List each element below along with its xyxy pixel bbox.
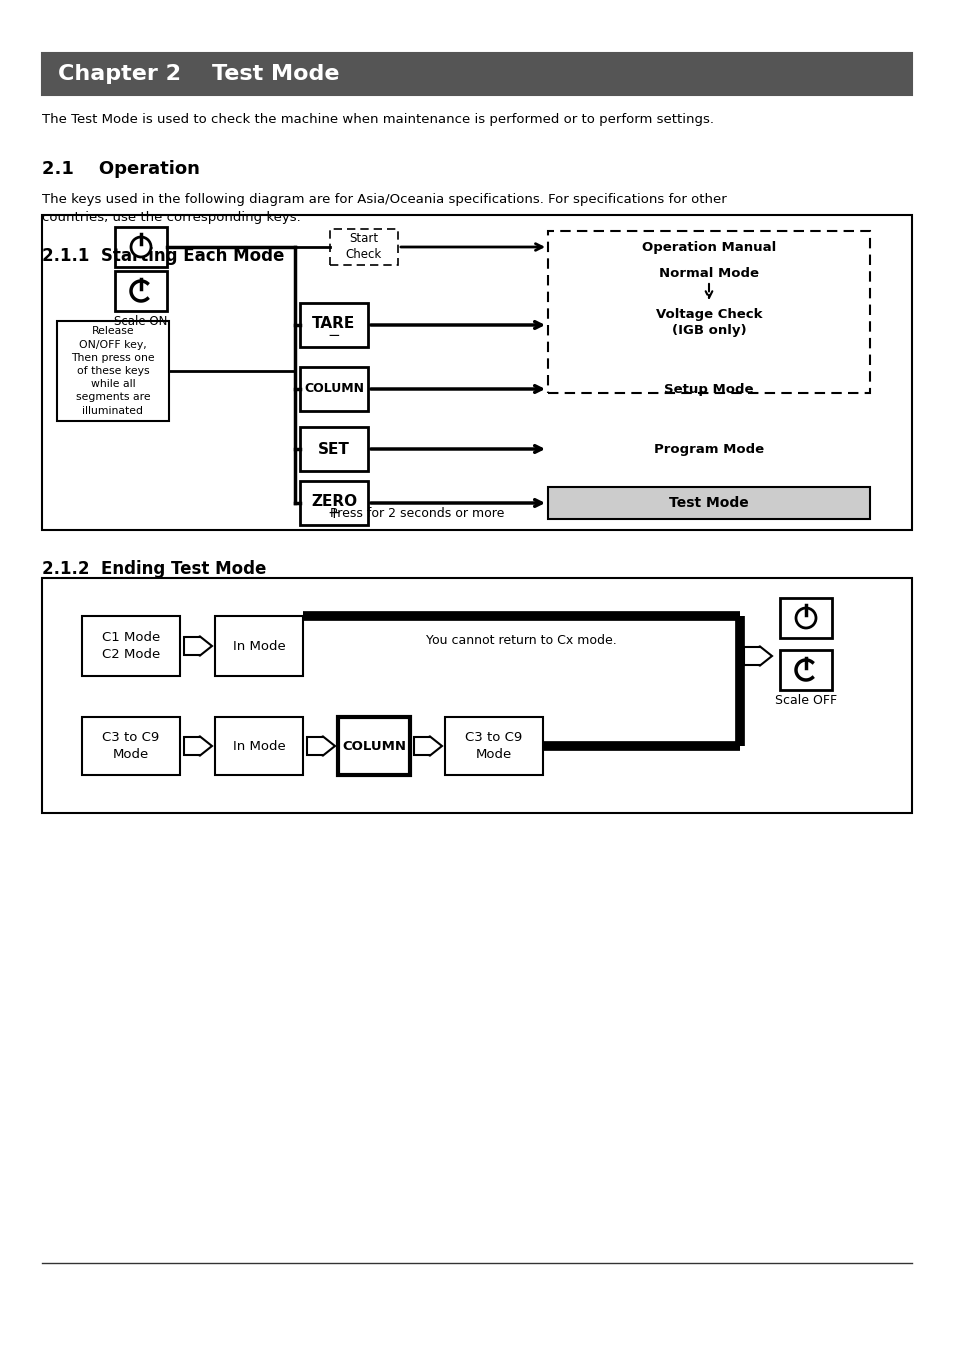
Text: Program Mode: Program Mode	[653, 443, 763, 455]
Text: Release
ON/OFF key,
Then press one
of these keys
while all
segments are
illumina: Release ON/OFF key, Then press one of th…	[71, 327, 154, 416]
Text: TARE: TARE	[312, 316, 355, 331]
Text: Setup Mode: Setup Mode	[663, 382, 753, 396]
Bar	[42, 215, 911, 530]
Text: In Mode: In Mode	[233, 739, 285, 753]
Text: Scale ON: Scale ON	[114, 315, 168, 328]
Text: You cannot return to Cx mode.: You cannot return to Cx mode.	[426, 635, 617, 647]
Text: Normal Mode: Normal Mode	[659, 267, 759, 280]
Bar	[82, 717, 180, 775]
Text: Scale OFF: Scale OFF	[774, 694, 836, 707]
Polygon shape	[743, 646, 771, 666]
Circle shape	[795, 608, 815, 628]
Bar	[42, 53, 911, 95]
Text: The keys used in the following diagram are for Asia/Oceania specifications. For : The keys used in the following diagram a…	[42, 193, 726, 224]
Text: Operation Manual: Operation Manual	[641, 240, 776, 254]
Bar	[330, 230, 397, 265]
Text: COLUMN: COLUMN	[304, 382, 364, 396]
Text: ZERO: ZERO	[311, 493, 356, 508]
Text: C3 to C9
Mode: C3 to C9 Mode	[102, 731, 159, 761]
Text: 2.1    Operation: 2.1 Operation	[42, 159, 200, 178]
Text: In Mode: In Mode	[233, 639, 285, 653]
Bar	[547, 486, 869, 519]
Polygon shape	[184, 636, 212, 657]
Text: Chapter 2    Test Mode: Chapter 2 Test Mode	[58, 63, 339, 84]
Text: Start
Check: Start Check	[346, 232, 382, 262]
Bar	[42, 578, 911, 813]
Bar	[115, 227, 167, 267]
Text: Voltage Check
(IGB only): Voltage Check (IGB only)	[655, 308, 761, 336]
Bar	[299, 303, 368, 347]
Text: 2.1.1  Starting Each Mode: 2.1.1 Starting Each Mode	[42, 247, 284, 265]
Bar	[299, 427, 368, 471]
Polygon shape	[414, 736, 441, 757]
Polygon shape	[307, 736, 335, 757]
Bar	[299, 367, 368, 411]
Bar	[444, 717, 542, 775]
Bar	[115, 272, 167, 311]
Text: −: −	[327, 327, 340, 343]
Text: SET: SET	[317, 442, 350, 457]
Text: C3 to C9
Mode: C3 to C9 Mode	[465, 731, 522, 761]
Bar	[780, 598, 831, 638]
Bar	[82, 616, 180, 676]
Bar	[547, 231, 869, 393]
Text: COLUMN: COLUMN	[341, 739, 406, 753]
Bar	[214, 717, 303, 775]
Text: Press for 2 seconds or more: Press for 2 seconds or more	[330, 507, 503, 520]
Text: Test Mode: Test Mode	[668, 496, 748, 509]
Bar	[299, 481, 368, 526]
Bar	[780, 650, 831, 690]
Text: 2.1.2  Ending Test Mode: 2.1.2 Ending Test Mode	[42, 561, 266, 578]
Bar	[57, 322, 169, 422]
Polygon shape	[184, 736, 212, 757]
Text: +: +	[327, 505, 340, 520]
Text: The Test Mode is used to check the machine when maintenance is performed or to p: The Test Mode is used to check the machi…	[42, 113, 713, 126]
Circle shape	[131, 236, 151, 257]
Bar	[337, 717, 410, 775]
Text: C1 Mode
C2 Mode: C1 Mode C2 Mode	[102, 631, 160, 661]
Bar	[214, 616, 303, 676]
